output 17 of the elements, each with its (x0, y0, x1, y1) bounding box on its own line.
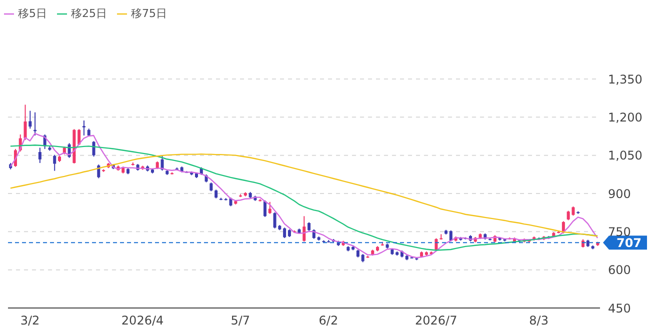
y-tick-label: 1,350 (608, 72, 642, 86)
y-tick-label: 750 (608, 224, 631, 239)
x-tick-label: 8/3 (529, 314, 548, 328)
ref-line-label: 707 (616, 236, 642, 250)
y-tick-label: 1,200 (608, 110, 642, 124)
y-tick-label: 450 (608, 301, 631, 316)
x-tick-label: 5/7 (230, 314, 250, 328)
x-tick-label: 6/2 (318, 314, 338, 328)
y-tick-label: 900 (608, 186, 631, 201)
y-tick-label: 1,050 (608, 148, 642, 163)
legend-label: 移75日 (131, 7, 167, 20)
x-tick-label: 3/2 (20, 314, 40, 328)
x-tick-label: 2026/4 (121, 314, 164, 328)
legend-label: 移5日 (18, 7, 47, 20)
legend-label: 移25日 (71, 7, 107, 20)
y-tick-label: 600 (608, 263, 631, 278)
x-tick-label: 2026/7 (414, 314, 458, 328)
